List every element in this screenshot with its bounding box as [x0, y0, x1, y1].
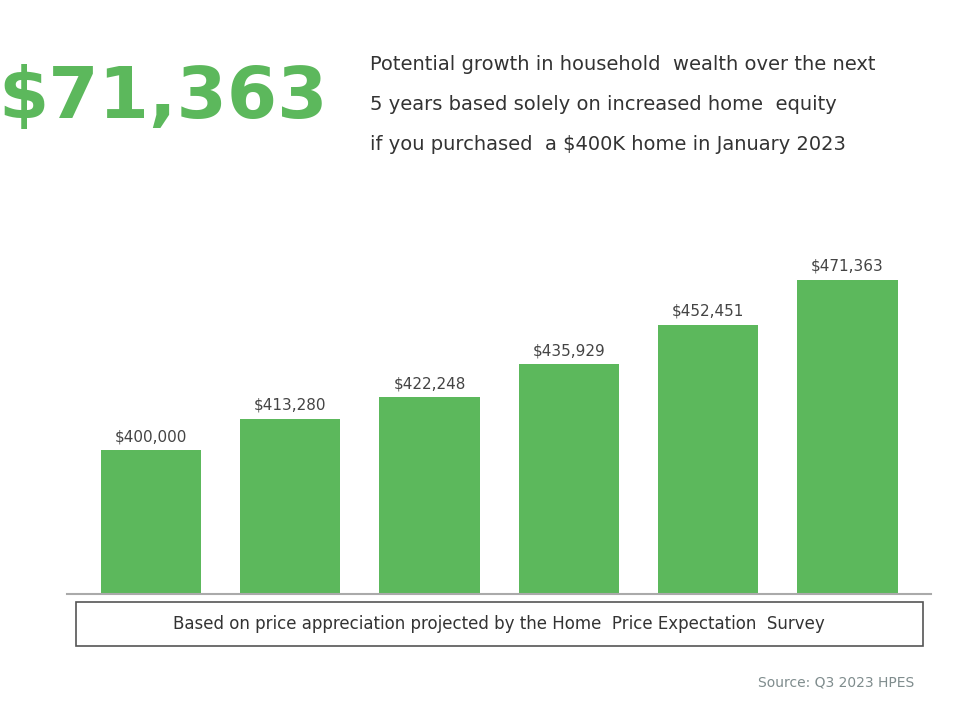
Bar [798, 279, 898, 720]
Text: Potential growth in household  wealth over the next: Potential growth in household wealth ove… [370, 55, 876, 74]
Text: 5 years based solely on increased home  equity: 5 years based solely on increased home e… [370, 95, 836, 114]
Text: $400,000: $400,000 [114, 429, 187, 444]
Text: $413,280: $413,280 [253, 397, 326, 413]
FancyBboxPatch shape [76, 603, 923, 646]
Text: $471,363: $471,363 [811, 258, 884, 274]
Text: Source: Q3 2023 HPES: Source: Q3 2023 HPES [757, 675, 914, 690]
Bar [518, 364, 619, 720]
Bar [658, 325, 758, 720]
Text: if you purchased  a $400K home in January 2023: if you purchased a $400K home in January… [370, 135, 846, 154]
Text: $71,363: $71,363 [0, 64, 328, 133]
Bar [240, 418, 341, 720]
Bar [379, 397, 480, 720]
Text: $422,248: $422,248 [394, 377, 466, 391]
Text: $435,929: $435,929 [533, 343, 605, 359]
Text: Based on price appreciation projected by the Home  Price Expectation  Survey: Based on price appreciation projected by… [174, 614, 825, 632]
Bar [101, 451, 201, 720]
Text: $452,451: $452,451 [672, 304, 744, 319]
